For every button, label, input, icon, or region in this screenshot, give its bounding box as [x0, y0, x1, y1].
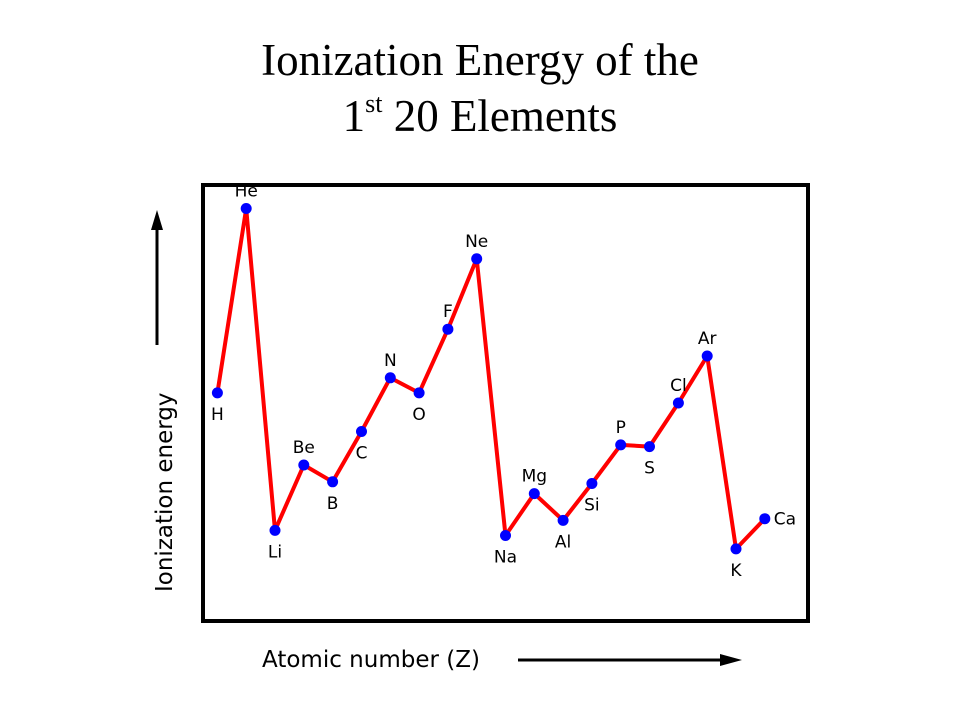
title-line-1: Ionization Energy of the	[261, 35, 699, 85]
data-point-al	[557, 514, 569, 526]
point-label-h: H	[211, 405, 224, 425]
point-label-na: Na	[494, 548, 517, 568]
data-point-h	[211, 387, 223, 399]
series-line	[215, 206, 767, 551]
data-point-he	[240, 203, 252, 214]
y-axis-title: Ionization energy	[152, 393, 178, 593]
point-label-ca: Ca	[774, 510, 796, 530]
y-axis-arrow-head	[151, 210, 163, 230]
data-point-n	[384, 372, 396, 384]
data-point-ne	[471, 253, 483, 265]
slide-title: Ionization Energy of the 1st 20 Elements	[0, 32, 960, 144]
point-label-mg: Mg	[522, 467, 547, 487]
point-label-c: C	[356, 444, 368, 464]
title-line-2-superscript: st	[365, 89, 383, 118]
plot-frame	[201, 183, 810, 623]
point-label-k: K	[730, 561, 742, 581]
point-label-s: S	[644, 459, 655, 479]
point-label-b: B	[327, 494, 339, 514]
point-label-be: Be	[293, 438, 315, 458]
data-point-mg	[528, 488, 540, 500]
data-point-f	[442, 323, 454, 335]
point-label-o: O	[412, 405, 425, 425]
data-point-ca	[759, 513, 771, 525]
x-axis-title: Atomic number (Z)	[262, 647, 480, 673]
data-point-k	[730, 543, 742, 555]
label-layer: H He Li Be B C N O F Ne Na Mg Al Si P S Cl Ar K Ca	[211, 182, 796, 581]
title-line-2: 1st 20 Elements	[0, 88, 960, 144]
data-point-li	[269, 524, 281, 536]
point-label-li: Li	[268, 542, 282, 562]
data-point-c	[356, 426, 367, 437]
point-label-he: He	[235, 182, 258, 202]
point-label-al: Al	[555, 532, 571, 552]
data-point-si	[586, 478, 598, 489]
data-point-ar	[701, 350, 713, 362]
point-label-f: F	[443, 302, 453, 322]
title-line-2-suffix: 20 Elements	[382, 91, 618, 141]
point-label-n: N	[384, 351, 397, 371]
data-point-na	[500, 530, 511, 541]
data-point-cl	[672, 397, 684, 409]
data-point-b	[327, 476, 339, 488]
point-label-si: Si	[584, 496, 600, 516]
point-label-ar: Ar	[698, 329, 717, 349]
x-axis-arrow-head	[720, 654, 742, 666]
data-point-o	[413, 387, 425, 399]
data-point-s	[644, 441, 655, 453]
data-point-be	[298, 459, 310, 471]
point-label-ne: Ne	[465, 232, 488, 252]
point-label-cl: Cl	[670, 376, 687, 396]
title-line-2-prefix: 1	[342, 91, 366, 141]
series-layer	[211, 203, 771, 555]
data-point-p	[615, 439, 627, 451]
point-label-p: P	[616, 418, 626, 438]
